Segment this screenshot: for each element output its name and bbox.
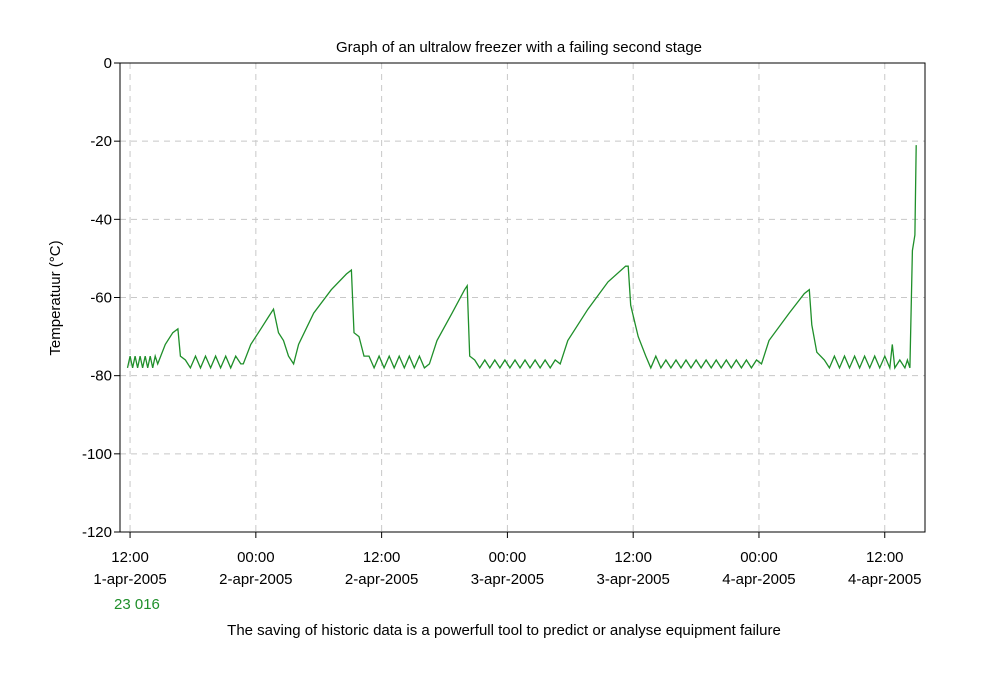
y-axis-label: Temperatuur (°C) — [47, 240, 64, 355]
x-tick-time: 12:00 — [614, 549, 652, 566]
x-tick-date: 4-apr-2005 — [722, 571, 795, 588]
chart-title: Graph of an ultralow freezer with a fail… — [336, 39, 702, 56]
x-tick-date: 2-apr-2005 — [219, 571, 292, 588]
grid — [120, 63, 925, 532]
x-tick-date: 4-apr-2005 — [848, 571, 921, 588]
y-tick-label: -60 — [90, 290, 112, 307]
series-id-label: 23 016 — [114, 596, 160, 613]
y-axis-ticks: 0 -20 -40 -60 -80 -100 -120 — [82, 55, 120, 541]
y-tick-label: -20 — [90, 133, 112, 150]
x-tick-time: 12:00 — [866, 549, 904, 566]
y-tick-label: -80 — [90, 368, 112, 385]
temperature-series-line — [126, 145, 917, 371]
y-tick-label: -120 — [82, 524, 112, 541]
y-tick-label: 0 — [104, 55, 112, 72]
x-tick-date: 2-apr-2005 — [345, 571, 418, 588]
x-tick-time: 00:00 — [489, 549, 527, 566]
x-axis-ticks: 12:00 1-apr-2005 00:00 2-apr-2005 12:00 2-apr… — [93, 532, 921, 588]
caption: The saving of historic data is a powerfu… — [227, 622, 781, 639]
x-tick-time: 12:00 — [363, 549, 401, 566]
y-tick-label: -40 — [90, 211, 112, 228]
y-tick-label: -100 — [82, 446, 112, 463]
x-tick-date: 1-apr-2005 — [93, 571, 166, 588]
x-tick-date: 3-apr-2005 — [596, 571, 669, 588]
x-tick-time: 00:00 — [740, 549, 778, 566]
x-tick-time: 12:00 — [111, 549, 149, 566]
x-tick-date: 3-apr-2005 — [471, 571, 544, 588]
x-tick-time: 00:00 — [237, 549, 275, 566]
